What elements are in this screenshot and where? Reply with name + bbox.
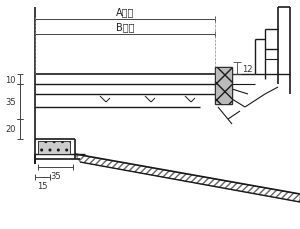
Text: 35: 35 (50, 171, 61, 180)
Text: 35: 35 (5, 98, 16, 106)
Polygon shape (38, 141, 70, 154)
Polygon shape (75, 154, 300, 202)
Text: B寸法: B寸法 (116, 22, 134, 32)
Text: A寸法: A寸法 (116, 7, 134, 17)
Polygon shape (215, 68, 232, 105)
Text: 15: 15 (37, 181, 48, 190)
Text: 20: 20 (5, 125, 16, 134)
Text: 10: 10 (5, 75, 16, 84)
Text: 12: 12 (242, 64, 253, 73)
